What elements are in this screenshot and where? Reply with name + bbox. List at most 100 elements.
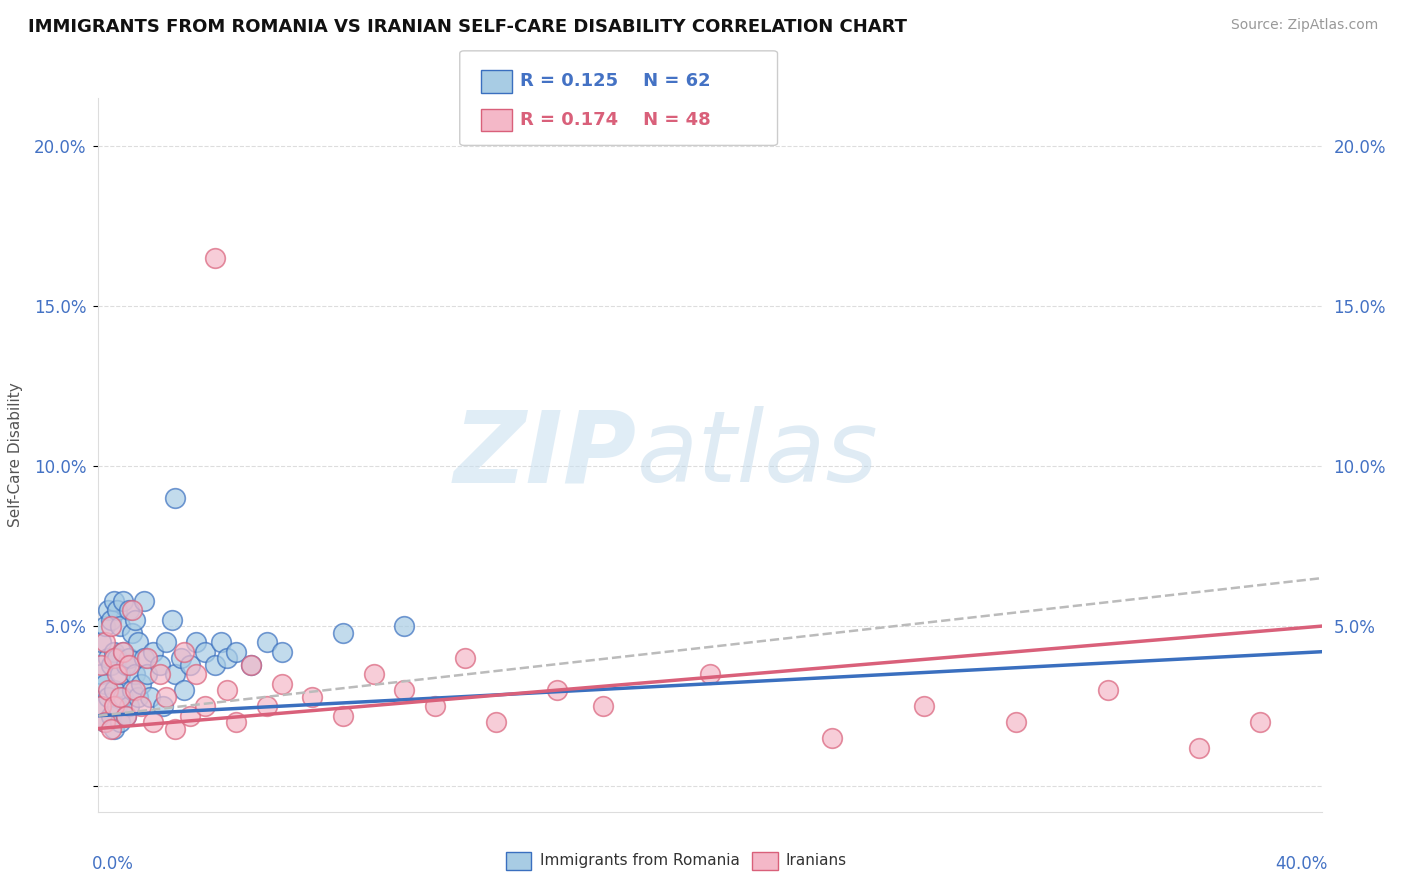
Point: [194, 699, 217, 714]
Point: [240, 657, 263, 672]
Point: [108, 690, 131, 704]
Point: [97, 651, 120, 665]
Point: [115, 708, 138, 723]
Point: [173, 645, 195, 659]
Point: [100, 619, 122, 633]
Point: [111, 690, 134, 704]
Point: [163, 722, 186, 736]
Point: [155, 635, 177, 649]
Point: [256, 635, 278, 649]
Point: [90, 657, 112, 672]
Point: [170, 651, 193, 665]
Point: [186, 667, 208, 681]
Point: [454, 651, 477, 665]
Text: Immigrants from Romania: Immigrants from Romania: [540, 854, 740, 868]
Point: [97, 603, 120, 617]
Point: [93, 677, 115, 691]
Text: 40.0%: 40.0%: [1275, 855, 1327, 872]
Text: atlas: atlas: [637, 407, 879, 503]
Point: [111, 645, 134, 659]
Point: [90, 667, 112, 681]
Text: ZIP: ZIP: [454, 407, 637, 503]
Point: [209, 635, 232, 649]
Point: [90, 699, 112, 714]
Point: [485, 715, 508, 730]
Point: [155, 690, 177, 704]
Point: [118, 603, 141, 617]
Point: [93, 715, 115, 730]
Point: [546, 683, 568, 698]
Point: [97, 690, 120, 704]
Point: [103, 593, 125, 607]
Point: [163, 491, 186, 505]
Point: [215, 651, 238, 665]
Point: [363, 667, 385, 681]
Point: [240, 657, 263, 672]
Point: [115, 657, 138, 672]
Point: [392, 683, 416, 698]
Point: [215, 683, 238, 698]
Point: [93, 619, 115, 633]
Point: [912, 699, 935, 714]
Point: [592, 699, 614, 714]
Y-axis label: Self-Care Disability: Self-Care Disability: [8, 383, 22, 527]
Text: R = 0.125    N = 62: R = 0.125 N = 62: [520, 72, 711, 90]
Point: [332, 625, 354, 640]
Point: [136, 651, 159, 665]
Point: [332, 708, 354, 723]
Point: [121, 683, 143, 698]
Point: [93, 635, 115, 649]
Point: [699, 667, 721, 681]
Point: [129, 677, 152, 691]
Point: [423, 699, 446, 714]
Point: [118, 699, 141, 714]
Point: [111, 645, 134, 659]
Point: [103, 699, 125, 714]
Point: [105, 699, 128, 714]
Point: [103, 645, 125, 659]
Text: IMMIGRANTS FROM ROMANIA VS IRANIAN SELF-CARE DISABILITY CORRELATION CHART: IMMIGRANTS FROM ROMANIA VS IRANIAN SELF-…: [28, 18, 907, 36]
Point: [121, 625, 143, 640]
Point: [100, 722, 122, 736]
Point: [270, 645, 292, 659]
Point: [142, 715, 165, 730]
Point: [90, 699, 112, 714]
Point: [179, 657, 201, 672]
Point: [129, 699, 152, 714]
Point: [103, 683, 125, 698]
Point: [93, 715, 115, 730]
Point: [149, 657, 172, 672]
Point: [821, 731, 844, 745]
Point: [392, 619, 416, 633]
Point: [103, 722, 125, 736]
Point: [105, 651, 128, 665]
Point: [118, 657, 141, 672]
Point: [225, 715, 247, 730]
Point: [105, 603, 128, 617]
Point: [103, 651, 125, 665]
Point: [194, 645, 217, 659]
Point: [127, 635, 149, 649]
Point: [90, 635, 112, 649]
Point: [139, 690, 162, 704]
Point: [134, 651, 156, 665]
Point: [124, 667, 146, 681]
Point: [115, 708, 138, 723]
Point: [127, 690, 149, 704]
Point: [100, 613, 122, 627]
Point: [301, 690, 323, 704]
Point: [1004, 715, 1026, 730]
Point: [111, 593, 134, 607]
Point: [142, 645, 165, 659]
Text: Iranians: Iranians: [786, 854, 846, 868]
Point: [186, 635, 208, 649]
Point: [1188, 740, 1211, 755]
Point: [149, 667, 172, 681]
Point: [118, 651, 141, 665]
Point: [124, 613, 146, 627]
Point: [225, 645, 247, 659]
Point: [1097, 683, 1119, 698]
Point: [163, 667, 186, 681]
Point: [160, 613, 183, 627]
Point: [100, 657, 122, 672]
